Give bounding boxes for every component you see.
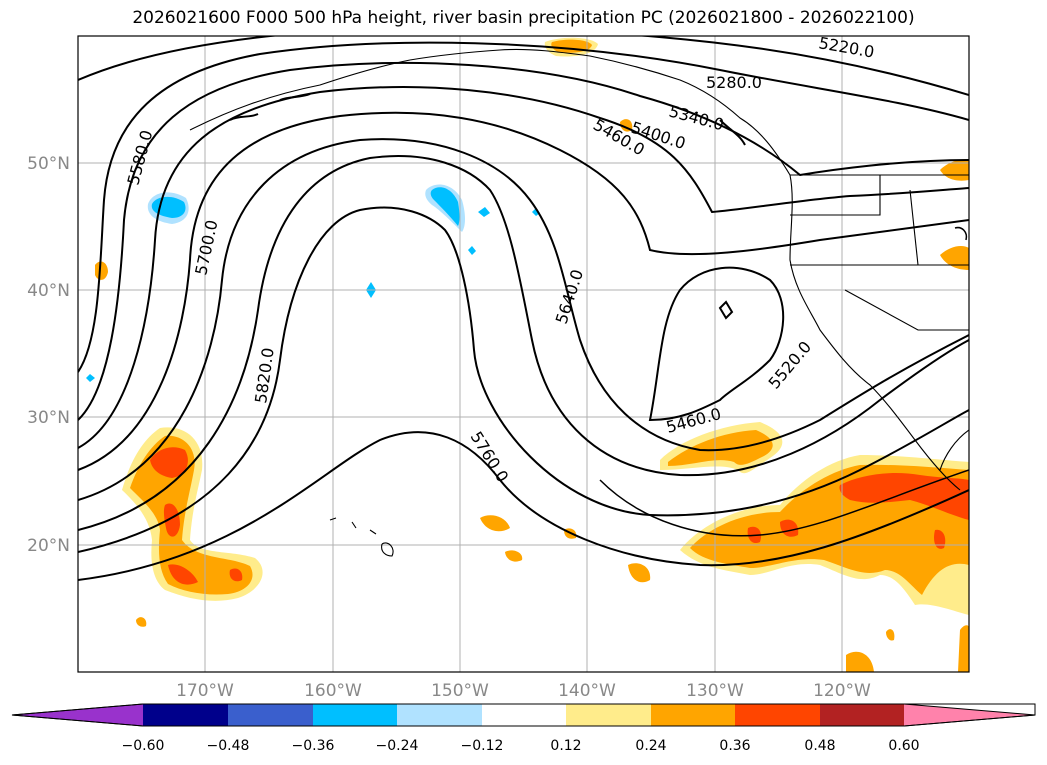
chart-title: 2026021600 F000 500 hPa height, river ba… — [132, 8, 915, 28]
contour-line — [78, 431, 969, 581]
colorbar-tick: −0.24 — [376, 738, 419, 754]
precip-region — [940, 246, 969, 270]
lon-label: 150°W — [431, 681, 489, 701]
longitude-labels: 170°W 160°W 150°W 140°W 130°W 120°W — [176, 681, 871, 701]
colorbar-tick: −0.48 — [207, 738, 250, 754]
height-contours — [78, 36, 969, 581]
lat-label: 50°N — [27, 154, 70, 174]
precip-region — [95, 261, 108, 280]
contour-label: 5760.0 — [467, 428, 513, 486]
precip-region — [747, 473, 969, 549]
contour-label: 5280.0 — [706, 73, 762, 92]
precip-region — [668, 430, 773, 466]
lon-label: 160°W — [304, 681, 362, 701]
colorbar-tick: 0.24 — [635, 738, 666, 754]
contour-line — [78, 138, 969, 501]
precip-region-negative — [430, 187, 460, 226]
grid-lines — [78, 36, 969, 672]
contour-label: 5220.0 — [817, 33, 875, 61]
contour-line — [718, 300, 734, 320]
contour-line — [78, 41, 969, 373]
colorbar-segment — [482, 704, 566, 726]
lon-label: 120°W — [813, 681, 871, 701]
latitude-labels: 50°N 40°N 30°N 20°N — [27, 154, 70, 556]
colorbar-segment — [651, 704, 735, 726]
contour-line — [78, 36, 969, 96]
lat-label: 40°N — [27, 281, 70, 301]
contour-line — [78, 86, 969, 449]
colorbar-tick: 0.36 — [719, 738, 750, 754]
colorbar-segment — [735, 704, 820, 726]
lon-label: 170°W — [176, 681, 234, 701]
colorbar-segment — [143, 704, 228, 726]
colorbar — [11, 703, 1036, 727]
precip-region-negative — [86, 207, 540, 382]
contour-line — [648, 266, 785, 422]
contour-label: 5580.0 — [124, 128, 157, 187]
map-frame — [77, 35, 970, 673]
contour-line — [78, 111, 969, 471]
contour-label: 5640.0 — [552, 267, 587, 326]
contour-line — [78, 61, 969, 421]
contour-label: 5340.0 — [667, 102, 726, 135]
lat-label: 30°N — [27, 408, 70, 428]
precip-region — [150, 447, 243, 585]
colorbar-tick: −0.60 — [122, 738, 165, 754]
contour-label: 5520.0 — [765, 337, 816, 392]
colorbar-extend-low — [12, 704, 143, 726]
colorbar-tick: −0.12 — [461, 738, 504, 754]
contour-label: 5820.0 — [251, 346, 278, 404]
coastlines — [189, 48, 969, 557]
lon-label: 130°W — [686, 681, 744, 701]
precip-region — [130, 435, 253, 595]
colorbar-segment — [228, 704, 313, 726]
colorbar-tick: 0.60 — [888, 738, 919, 754]
contour-line — [78, 155, 969, 531]
colorbar-tick: −0.36 — [292, 738, 335, 754]
colorbar-segment — [397, 704, 482, 726]
precipitation-shading — [86, 37, 969, 672]
colorbar-tick: 0.12 — [550, 738, 581, 754]
contour-line — [599, 469, 969, 537]
contour-line — [78, 206, 969, 553]
contour-label: 5700.0 — [191, 218, 221, 277]
colorbar-segment — [820, 704, 904, 726]
colorbar-ticks: −0.60 −0.48 −0.36 −0.24 −0.12 0.12 0.24 … — [122, 738, 920, 754]
lon-label: 140°W — [558, 681, 616, 701]
colorbar-tick: 0.48 — [804, 738, 835, 754]
colorbar-extend-high — [904, 704, 1035, 726]
colorbar-segment — [566, 704, 651, 726]
lat-label: 20°N — [27, 536, 70, 556]
colorbar-segment — [313, 704, 397, 726]
